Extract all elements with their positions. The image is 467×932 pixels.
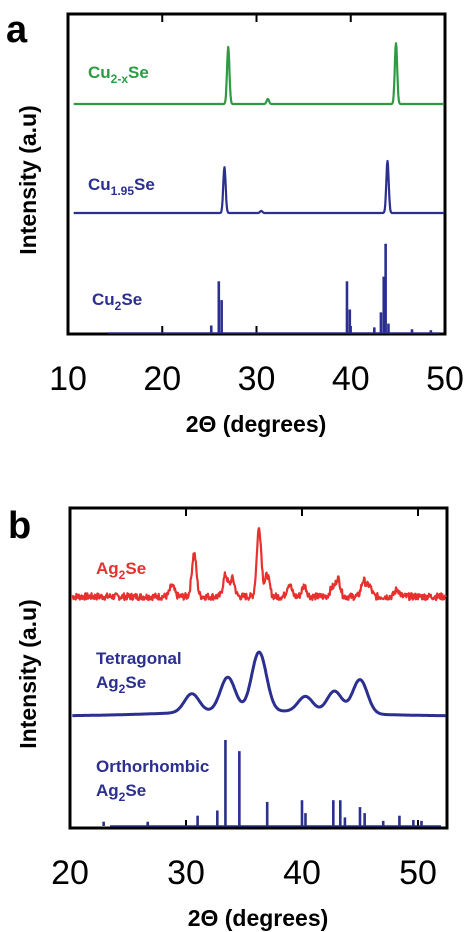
panel-a-ylabel: Intensity (a.u): [15, 105, 41, 255]
label-orthorhombic: Orthorhombic: [96, 757, 209, 776]
x-tick-label: 20: [143, 360, 181, 398]
x-tick-label: 30: [167, 854, 205, 892]
series-line: [71, 650, 447, 718]
series-line: [72, 159, 445, 215]
panel-a-letter: a: [6, 9, 28, 51]
label-tetragonal: Tetragonal: [96, 649, 182, 668]
series-line: [71, 527, 447, 602]
label-ag2se: Ag2Se: [96, 559, 146, 582]
label-tetragonal-ag2se: Ag2Se: [96, 673, 146, 696]
panel-b-plot: 20 30 40 50 Ag2Se Tetragonal Ag2Se Orthorho…: [51, 506, 449, 892]
label-cu2se: Cu2Se: [92, 290, 142, 313]
x-tick-label: 10: [49, 360, 87, 398]
label-orthorhombic-ag2se: Ag2Se: [96, 781, 146, 804]
x-tick-label: 40: [283, 854, 321, 892]
x-tick-label: 40: [332, 360, 370, 398]
panel-a-plot: 10 20 30 40 50 Cu2-xSe Cu1.95Se Cu2Se: [49, 12, 464, 398]
panel-b-xlabel: 2Θ (degrees): [188, 905, 329, 931]
panel-b-ylabel: Intensity (a.u): [15, 599, 41, 749]
label-cu2-xse: Cu2-xSe: [88, 63, 149, 86]
panel-b-letter: b: [8, 505, 31, 547]
series-line: [72, 42, 445, 106]
panel-b-frame: [68, 506, 449, 830]
panel-a-xlabel: 2Θ (degrees): [186, 411, 327, 437]
x-tick-label: 30: [238, 360, 276, 398]
x-tick-label: 50: [426, 360, 464, 398]
x-tick-label: 20: [51, 854, 89, 892]
label-cu195se: Cu1.95Se: [88, 175, 155, 198]
x-tick-label: 50: [399, 854, 437, 892]
